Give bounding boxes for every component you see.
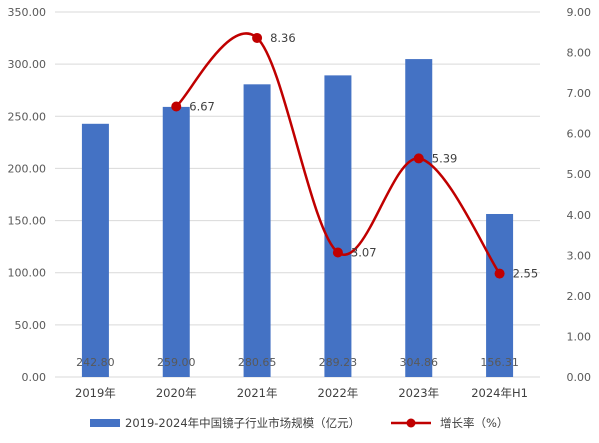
left-axis: 0.00 50.00 100.00 150.00 200.00 250.00 300.00 3… (8, 6, 47, 384)
left-tick-label: 100.00 (8, 267, 47, 280)
right-tick-label: 1.00 (567, 330, 592, 343)
legend-line-label: 增长率（%） (440, 416, 508, 430)
legend: 2019-2024年中国镜子行业市场规模（亿元） 增长率（%） (90, 416, 508, 430)
right-tick-label: 8.00 (567, 47, 592, 60)
bar (81, 123, 109, 378)
bar-data-label: 304.86 (400, 356, 439, 369)
right-tick-label: 2.00 (567, 290, 592, 303)
right-tick-label: 7.00 (567, 87, 592, 100)
bar-data-label: 280.65 (238, 356, 277, 369)
legend-line-marker (406, 418, 416, 428)
right-tick-label: 6.00 (567, 128, 592, 141)
x-tick-label: 2021年 (237, 386, 278, 400)
right-axis: 0.00 1.00 2.00 3.00 4.00 5.00 6.00 7.00 8.00 9.00 (567, 6, 592, 384)
growth-point (413, 153, 424, 164)
growth-point (332, 247, 343, 258)
legend-bar-label: 2019-2024年中国镜子行业市场规模（亿元） (125, 416, 360, 430)
x-tick-label: 2023年 (398, 386, 439, 400)
bar-data-label: 289.23 (319, 356, 358, 369)
x-tick-label: 2024年H1 (471, 386, 528, 400)
left-tick-label: 350.00 (8, 6, 47, 19)
right-tick-label: 5.00 (567, 168, 592, 181)
growth-data-label: 8.36 (270, 31, 296, 45)
x-tick-label: 2019年 (75, 386, 116, 400)
growth-data-label: 2.55 (513, 267, 539, 281)
growth-data-label: 5.39 (432, 151, 458, 165)
bar-series: 242.80 259.00 280.65 289.23 304.86 156.31 (76, 59, 519, 378)
bar-data-label: 242.80 (76, 356, 115, 369)
legend-bar-swatch (90, 419, 120, 427)
bar (486, 213, 514, 377)
x-tick-label: 2022年 (318, 386, 359, 400)
line-series: 6.67 8.36 3.07 5.39 2.55 (171, 31, 538, 281)
growth-point (171, 101, 182, 112)
bar (324, 75, 352, 378)
bar (405, 59, 433, 377)
bar (162, 106, 190, 378)
left-tick-label: 0.00 (22, 371, 47, 384)
growth-point (252, 32, 263, 43)
x-axis: 2019年 2020年 2021年 2022年 2023年 2024年H1 (75, 386, 528, 400)
growth-point (494, 268, 505, 279)
bar (243, 84, 271, 377)
left-tick-label: 250.00 (8, 110, 47, 123)
right-tick-label: 3.00 (567, 249, 592, 262)
gridlines (55, 11, 540, 378)
growth-data-label: 6.67 (189, 99, 215, 113)
bar-data-label: 156.31 (480, 356, 519, 369)
right-tick-label: 4.00 (567, 209, 592, 222)
right-tick-label: 9.00 (567, 6, 592, 19)
growth-data-label: 3.07 (351, 245, 377, 259)
left-tick-label: 50.00 (15, 319, 47, 332)
left-tick-label: 300.00 (8, 58, 47, 71)
left-tick-label: 200.00 (8, 162, 47, 175)
bar-data-label: 259.00 (157, 356, 196, 369)
right-tick-label: 0.00 (567, 371, 592, 384)
x-tick-label: 2020年 (156, 386, 197, 400)
left-tick-label: 150.00 (8, 215, 47, 228)
